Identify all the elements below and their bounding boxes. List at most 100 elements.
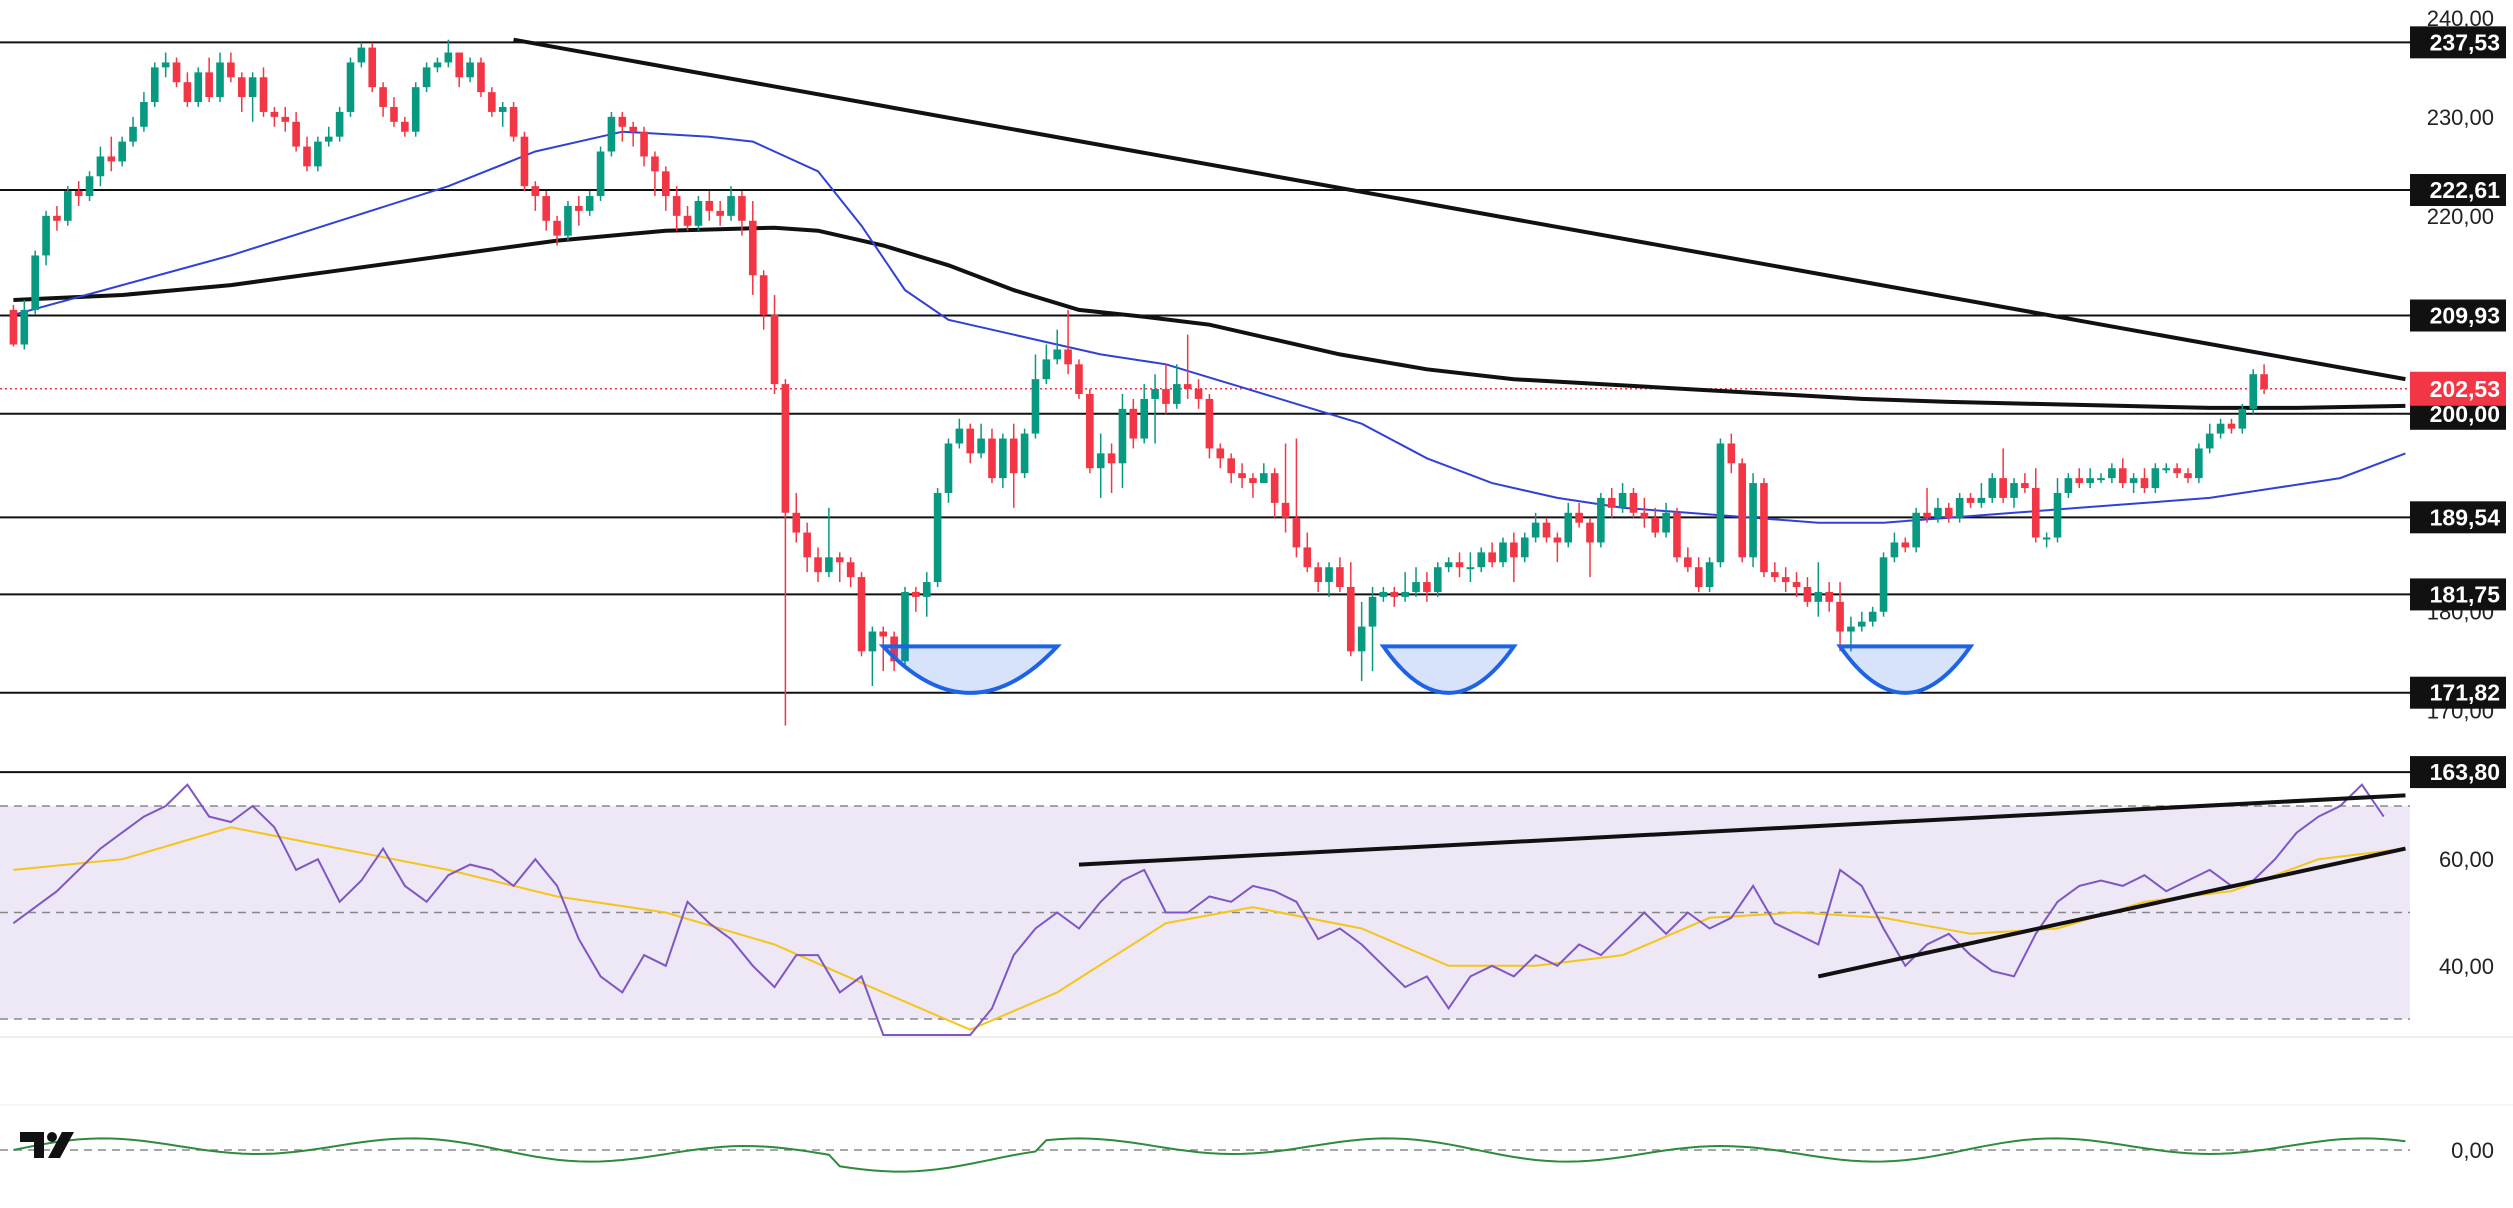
candle-body: [531, 186, 540, 197]
candle-body: [553, 220, 561, 236]
candle-body: [1477, 552, 1486, 568]
candle-body: [2140, 478, 2149, 489]
candle-body: [988, 438, 996, 479]
candle-body: [422, 67, 431, 88]
candle-body: [2195, 448, 2203, 479]
candle-body: [1520, 537, 1529, 558]
candle-body: [803, 532, 811, 558]
candle-body: [814, 557, 822, 573]
candle-body: [879, 631, 888, 637]
candle-body: [835, 557, 844, 563]
candle-body: [2151, 468, 2160, 489]
candle-body: [1890, 542, 1899, 558]
candle-body: [651, 156, 659, 172]
price-tick-label: 230,00: [2427, 105, 2494, 130]
candle-body: [585, 196, 594, 211]
candle-body: [1944, 507, 1953, 518]
candle-body: [477, 62, 485, 93]
candle-body: [966, 428, 975, 454]
candle-body: [1499, 542, 1507, 563]
level-label: 171,82: [2430, 680, 2500, 706]
candle-body: [1705, 562, 1714, 587]
candle-body: [640, 131, 648, 157]
candle-body: [270, 111, 279, 117]
candle-body: [1227, 458, 1235, 474]
candle-body: [520, 136, 529, 187]
candle-body: [716, 210, 724, 216]
candle-body: [2260, 374, 2268, 390]
candle-body: [1336, 567, 1344, 587]
candle-body: [727, 196, 735, 216]
candle-body: [1064, 349, 1072, 365]
candle-body: [1292, 517, 1301, 548]
candle-body: [2042, 537, 2051, 540]
candle-body: [118, 141, 126, 162]
candle-body: [466, 62, 474, 78]
candle-body: [292, 121, 300, 147]
candle-body: [498, 106, 507, 112]
candle-body: [1401, 591, 1409, 597]
candle-body: [303, 146, 311, 167]
candle-body: [1151, 389, 1159, 399]
level-label: 181,75: [2430, 581, 2501, 607]
candle-body: [1879, 557, 1888, 612]
candle-body: [890, 636, 898, 662]
candle-body: [488, 92, 496, 112]
candle-body: [379, 87, 387, 107]
candle-body: [629, 126, 637, 132]
candle-body: [259, 77, 268, 112]
candle-body: [1575, 512, 1583, 523]
level-label-bg: [2410, 299, 2506, 332]
candle-body: [705, 201, 714, 211]
moving-average-200: [13, 225, 2406, 410]
candle-body: [1825, 591, 1833, 602]
candle-body: [1912, 512, 1920, 548]
rounded-bottom-pattern: [1379, 644, 1518, 695]
oscillator-line: [13, 1137, 2406, 1173]
candle-body: [618, 116, 627, 127]
candle-body: [1129, 408, 1138, 439]
candle-body: [1597, 497, 1605, 543]
candle-body: [1346, 587, 1355, 652]
candle-body: [42, 215, 50, 256]
candle-body: [455, 52, 464, 78]
candle-body: [1107, 453, 1116, 464]
candle-body: [1640, 512, 1649, 518]
candle-body: [1531, 522, 1540, 538]
tradingview-logo: [18, 1128, 78, 1167]
descending-trendline: [513, 37, 2406, 382]
level-label-bg: [2410, 578, 2506, 611]
candle-body: [2129, 478, 2138, 484]
candle-body: [672, 196, 681, 216]
candle-body: [2108, 468, 2116, 479]
rsi-pane[interactable]: [0, 783, 2513, 1038]
candle-body: [1314, 567, 1322, 583]
price-axis[interactable]: 240,00230,00220,00200,00180,00170,00237,…: [2410, 6, 2506, 1163]
candle-body: [1651, 517, 1660, 533]
candle-body: [825, 557, 833, 573]
candle-body: [1379, 591, 1388, 597]
candle-body: [1836, 601, 1844, 632]
candle-body: [390, 106, 398, 122]
candle-body: [1629, 492, 1638, 513]
rsi-trendline: [1817, 846, 2406, 979]
candle-body: [1140, 398, 1149, 439]
candle-body: [1053, 349, 1062, 360]
rounded-bottom-pattern: [1836, 644, 1975, 695]
candle-body: [1618, 492, 1627, 508]
candle-body: [792, 512, 801, 533]
candle-body: [770, 314, 779, 385]
oscillator-pane[interactable]: [0, 1104, 2513, 1173]
price-pane[interactable]: [0, 37, 2410, 774]
candle-body: [1183, 384, 1192, 390]
level-label: 209,93: [2430, 303, 2500, 329]
candle-body: [759, 275, 768, 315]
candle-body: [1814, 591, 1823, 602]
candle-body: [575, 205, 583, 211]
candle-body: [944, 443, 953, 493]
candle-body: [1966, 497, 1975, 503]
candle-body: [738, 196, 746, 221]
level-label-bg: [2410, 174, 2506, 207]
candle-body: [1716, 443, 1725, 563]
